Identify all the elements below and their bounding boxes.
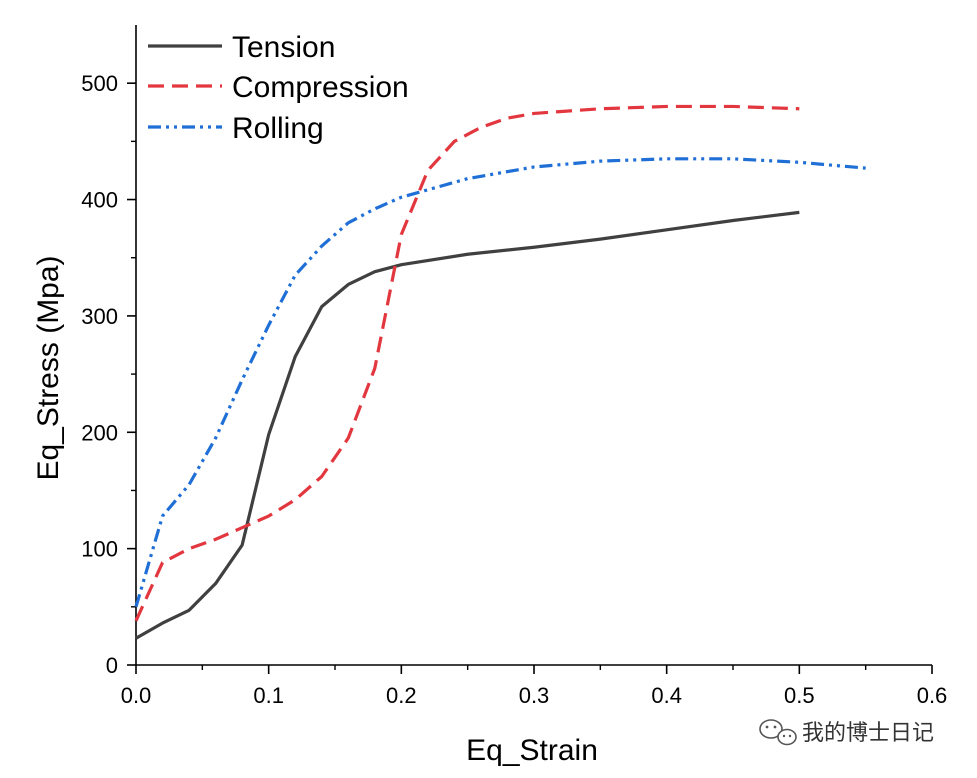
- x-tick-label: 0.2: [386, 683, 417, 708]
- wechat-icon: [759, 719, 797, 746]
- ticks-layer: 0.0 0.1 0.2 0.3 0.4 0.5 0.6 0 100 200 300 400 500: [81, 71, 947, 708]
- legend-label-tension: Tension: [232, 31, 335, 64]
- x-tick-label: 0.4: [651, 683, 682, 708]
- y-axis-title: Eq_Stress (Mpa): [32, 255, 65, 480]
- series-line-rolling: [134, 157, 866, 608]
- series-layer: [134, 104, 866, 640]
- y-tick-label: 100: [81, 537, 118, 562]
- y-tick-label: 400: [81, 188, 118, 213]
- x-tick-label: 0.1: [253, 683, 284, 708]
- watermark: 我的博士日记: [759, 719, 934, 746]
- watermark-text: 我的博士日记: [802, 720, 934, 745]
- legend: Tension Compression Rolling: [148, 31, 409, 145]
- x-tick-label: 0.3: [519, 683, 550, 708]
- series-line-tension: [135, 210, 800, 640]
- y-tick-label: 300: [81, 304, 118, 329]
- x-tick-label: 0.0: [121, 683, 152, 708]
- y-tick-label: 500: [81, 71, 118, 96]
- legend-label-compression: Compression: [232, 71, 409, 104]
- series-line-compression: [134, 104, 800, 622]
- x-tick-label: 0.6: [917, 683, 948, 708]
- x-axis-title: Eq_Strain: [466, 734, 598, 767]
- x-tick-label: 0.5: [784, 683, 815, 708]
- legend-label-rolling: Rolling: [232, 112, 324, 145]
- y-tick-label: 200: [81, 420, 118, 445]
- y-tick-label: 0: [106, 653, 118, 678]
